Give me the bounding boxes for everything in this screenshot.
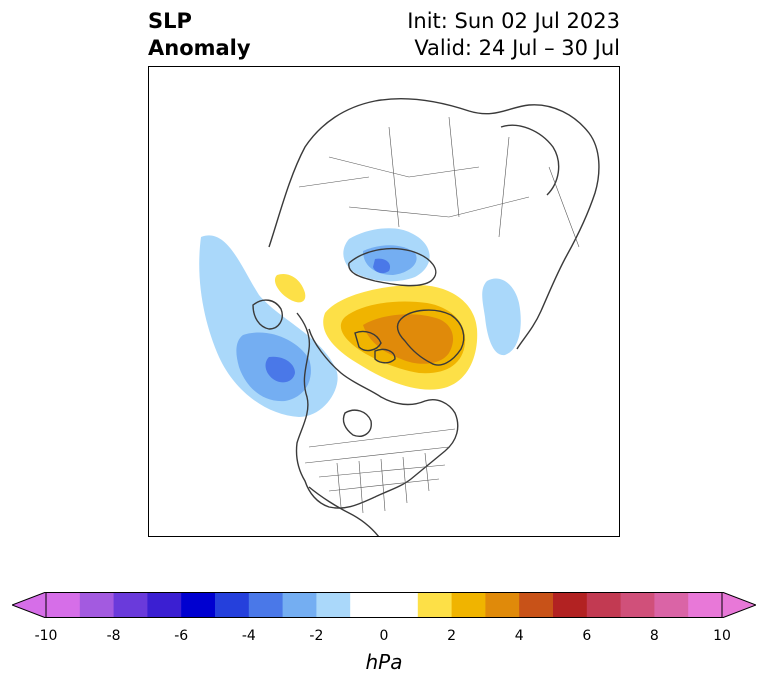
valid-range: Valid: 24 Jul – 30 Jul <box>414 36 620 60</box>
colorbar-bin <box>350 592 385 618</box>
init-date: Init: Sun 02 Jul 2023 <box>407 9 620 33</box>
arctic-low-4 <box>373 258 391 274</box>
colorbar-bin <box>654 592 689 618</box>
colorbar-tick-label: -10 <box>34 628 58 644</box>
colorbar-bin <box>46 592 81 618</box>
barents-low <box>482 278 521 356</box>
colorbar-bin <box>451 592 486 618</box>
greenland-high-3 <box>363 314 454 364</box>
colorbar-tick-label: 2 <box>447 628 457 644</box>
colorbar-tick-label: -6 <box>174 628 189 644</box>
title-left: SLP Anomaly <box>148 8 251 62</box>
anomaly-map <box>199 97 600 536</box>
colorbar-tick-label: 10 <box>713 628 731 644</box>
colorbar-bin <box>384 592 419 618</box>
title-type: Anomaly <box>148 36 251 60</box>
colorbar-bin <box>113 592 148 618</box>
colorbar-bin <box>417 592 453 618</box>
title-variable: SLP <box>148 9 192 33</box>
colorbar-bin <box>519 592 554 618</box>
colorbar-bin <box>181 592 216 618</box>
colorbar-bin <box>282 592 317 618</box>
colorbar-bin <box>316 592 351 618</box>
colorbar-units: hPa <box>365 650 403 674</box>
map-panel <box>148 66 620 537</box>
colorbar-bin <box>215 592 250 618</box>
colorbar-bin <box>586 592 622 618</box>
colorbar <box>12 592 756 618</box>
bering-high-1 <box>274 273 306 303</box>
colorbar-tick-label: -4 <box>241 628 256 644</box>
colorbar-tick-label: 8 <box>649 628 659 644</box>
colorbar-bin <box>248 592 284 618</box>
colorbar-bin <box>553 592 588 618</box>
colorbar-tick-label: -8 <box>106 628 121 644</box>
colorbar-tick-label: 4 <box>514 628 524 644</box>
colorbar-bin <box>485 592 520 618</box>
colorbar-extend-max <box>721 592 756 618</box>
colorbar-bin <box>620 592 655 618</box>
title-right: Init: Sun 02 Jul 2023 Valid: 24 Jul – 30… <box>407 8 620 62</box>
colorbar-bin <box>688 592 723 618</box>
colorbar-extend-min <box>12 592 47 618</box>
colorbar-tick-label: 6 <box>582 628 592 644</box>
political-borders <box>298 116 580 514</box>
colorbar-bin <box>79 592 115 618</box>
colorbar-tick-label: 0 <box>379 628 389 644</box>
colorbar-frame <box>45 592 723 618</box>
colorbar-tick-label: -2 <box>309 628 324 644</box>
pacific-low-4 <box>265 356 295 383</box>
colorbar-bin <box>147 592 182 618</box>
